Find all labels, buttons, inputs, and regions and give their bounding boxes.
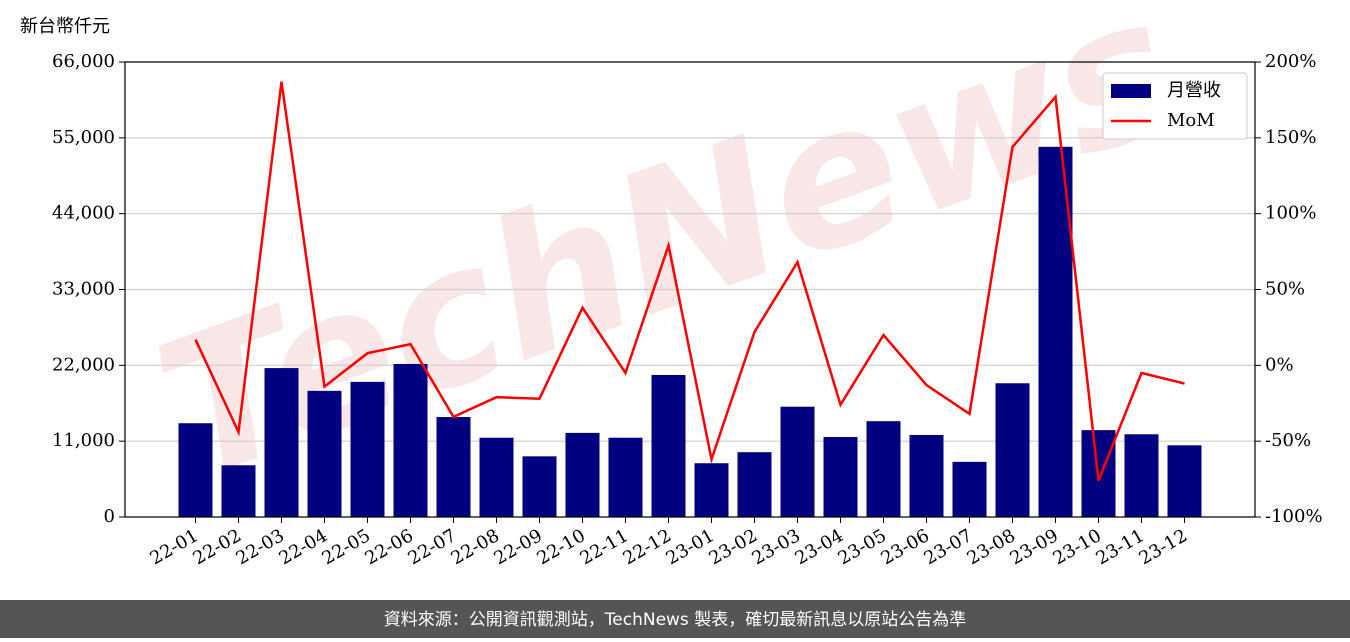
y2-tick-label: 100% (1265, 203, 1316, 224)
x-tick-label: 22-06 (362, 525, 417, 569)
x-tick-label: 23-02 (706, 525, 761, 569)
footer: 資料來源：公開資訊觀測站，TechNews 製表，確切最新訊息以原站公告為準 (384, 610, 966, 630)
x-tick-label: 22-11 (577, 525, 632, 569)
x-tick-label: 23-06 (878, 525, 933, 569)
legend-label: MoM (1167, 110, 1215, 131)
x-tick-label: 22-04 (276, 525, 331, 569)
footer-band (0, 600, 1350, 638)
x-tick-label: 23-04 (792, 525, 847, 569)
bar (522, 456, 557, 517)
x-tick-label: 22-01 (147, 525, 202, 569)
bar (823, 437, 858, 517)
bar (651, 374, 686, 517)
bar (1167, 445, 1202, 517)
y-tick-label: 11,000 (52, 430, 115, 451)
y-tick-label: 66,000 (52, 51, 115, 72)
bar (608, 437, 643, 517)
y2-tick-label: 200% (1265, 51, 1316, 72)
bar (694, 463, 729, 517)
x-tick-label: 23-05 (835, 525, 890, 569)
bar (780, 406, 815, 517)
bar (350, 381, 385, 517)
bar (264, 368, 299, 517)
x-tick-label: 23-09 (1007, 525, 1062, 569)
x-tick-label: 22-08 (448, 525, 503, 569)
bar (479, 437, 514, 517)
y2-tick-label: -50% (1265, 430, 1311, 451)
x-tick-label: 23-11 (1093, 525, 1148, 569)
bar (737, 452, 772, 517)
x-tick-label: 22-12 (620, 525, 675, 569)
bar (952, 461, 987, 517)
x-tick-label: 22-05 (319, 525, 374, 569)
x-tick-label: 22-10 (534, 525, 589, 569)
bar (307, 390, 342, 517)
y2-tick-label: -100% (1265, 506, 1323, 527)
x-tick-label: 23-10 (1050, 525, 1105, 569)
y-tick-label: 22,000 (52, 354, 115, 375)
y-tick-label: 0 (104, 506, 115, 527)
x-tick-label: 23-03 (749, 525, 804, 569)
bar (565, 432, 600, 517)
bar (995, 383, 1030, 517)
line (194, 81, 1185, 482)
plot-frame (124, 61, 1256, 518)
bar (393, 363, 428, 517)
x-tick-label: 23-12 (1136, 525, 1191, 569)
x-tick-label: 22-09 (491, 525, 546, 569)
bar (178, 423, 213, 517)
x-tick-label: 22-03 (233, 525, 288, 569)
bar (909, 434, 944, 517)
x-tick-label: 22-07 (405, 525, 460, 569)
bar (221, 465, 256, 517)
x-tick-label: 23-01 (663, 525, 718, 569)
bar (436, 417, 471, 517)
bar (1124, 434, 1159, 517)
x-tick-label: 23-07 (921, 525, 976, 569)
legend-label: 月營收 (1167, 80, 1221, 101)
y-tick-label: 55,000 (52, 127, 115, 148)
legend-swatch (1111, 84, 1151, 98)
bar (866, 421, 901, 517)
x-tick-label: 22-02 (190, 525, 245, 569)
y-tick-label: 33,000 (52, 279, 115, 300)
y2-tick-label: 50% (1265, 279, 1305, 300)
y2-tick-label: 150% (1265, 127, 1316, 148)
y-tick-label: 44,000 (52, 203, 115, 224)
y2-tick-label: 0% (1265, 354, 1294, 375)
x-tick-label: 23-08 (964, 525, 1019, 569)
y-axis-label: 新台幣仟元 (20, 16, 110, 37)
